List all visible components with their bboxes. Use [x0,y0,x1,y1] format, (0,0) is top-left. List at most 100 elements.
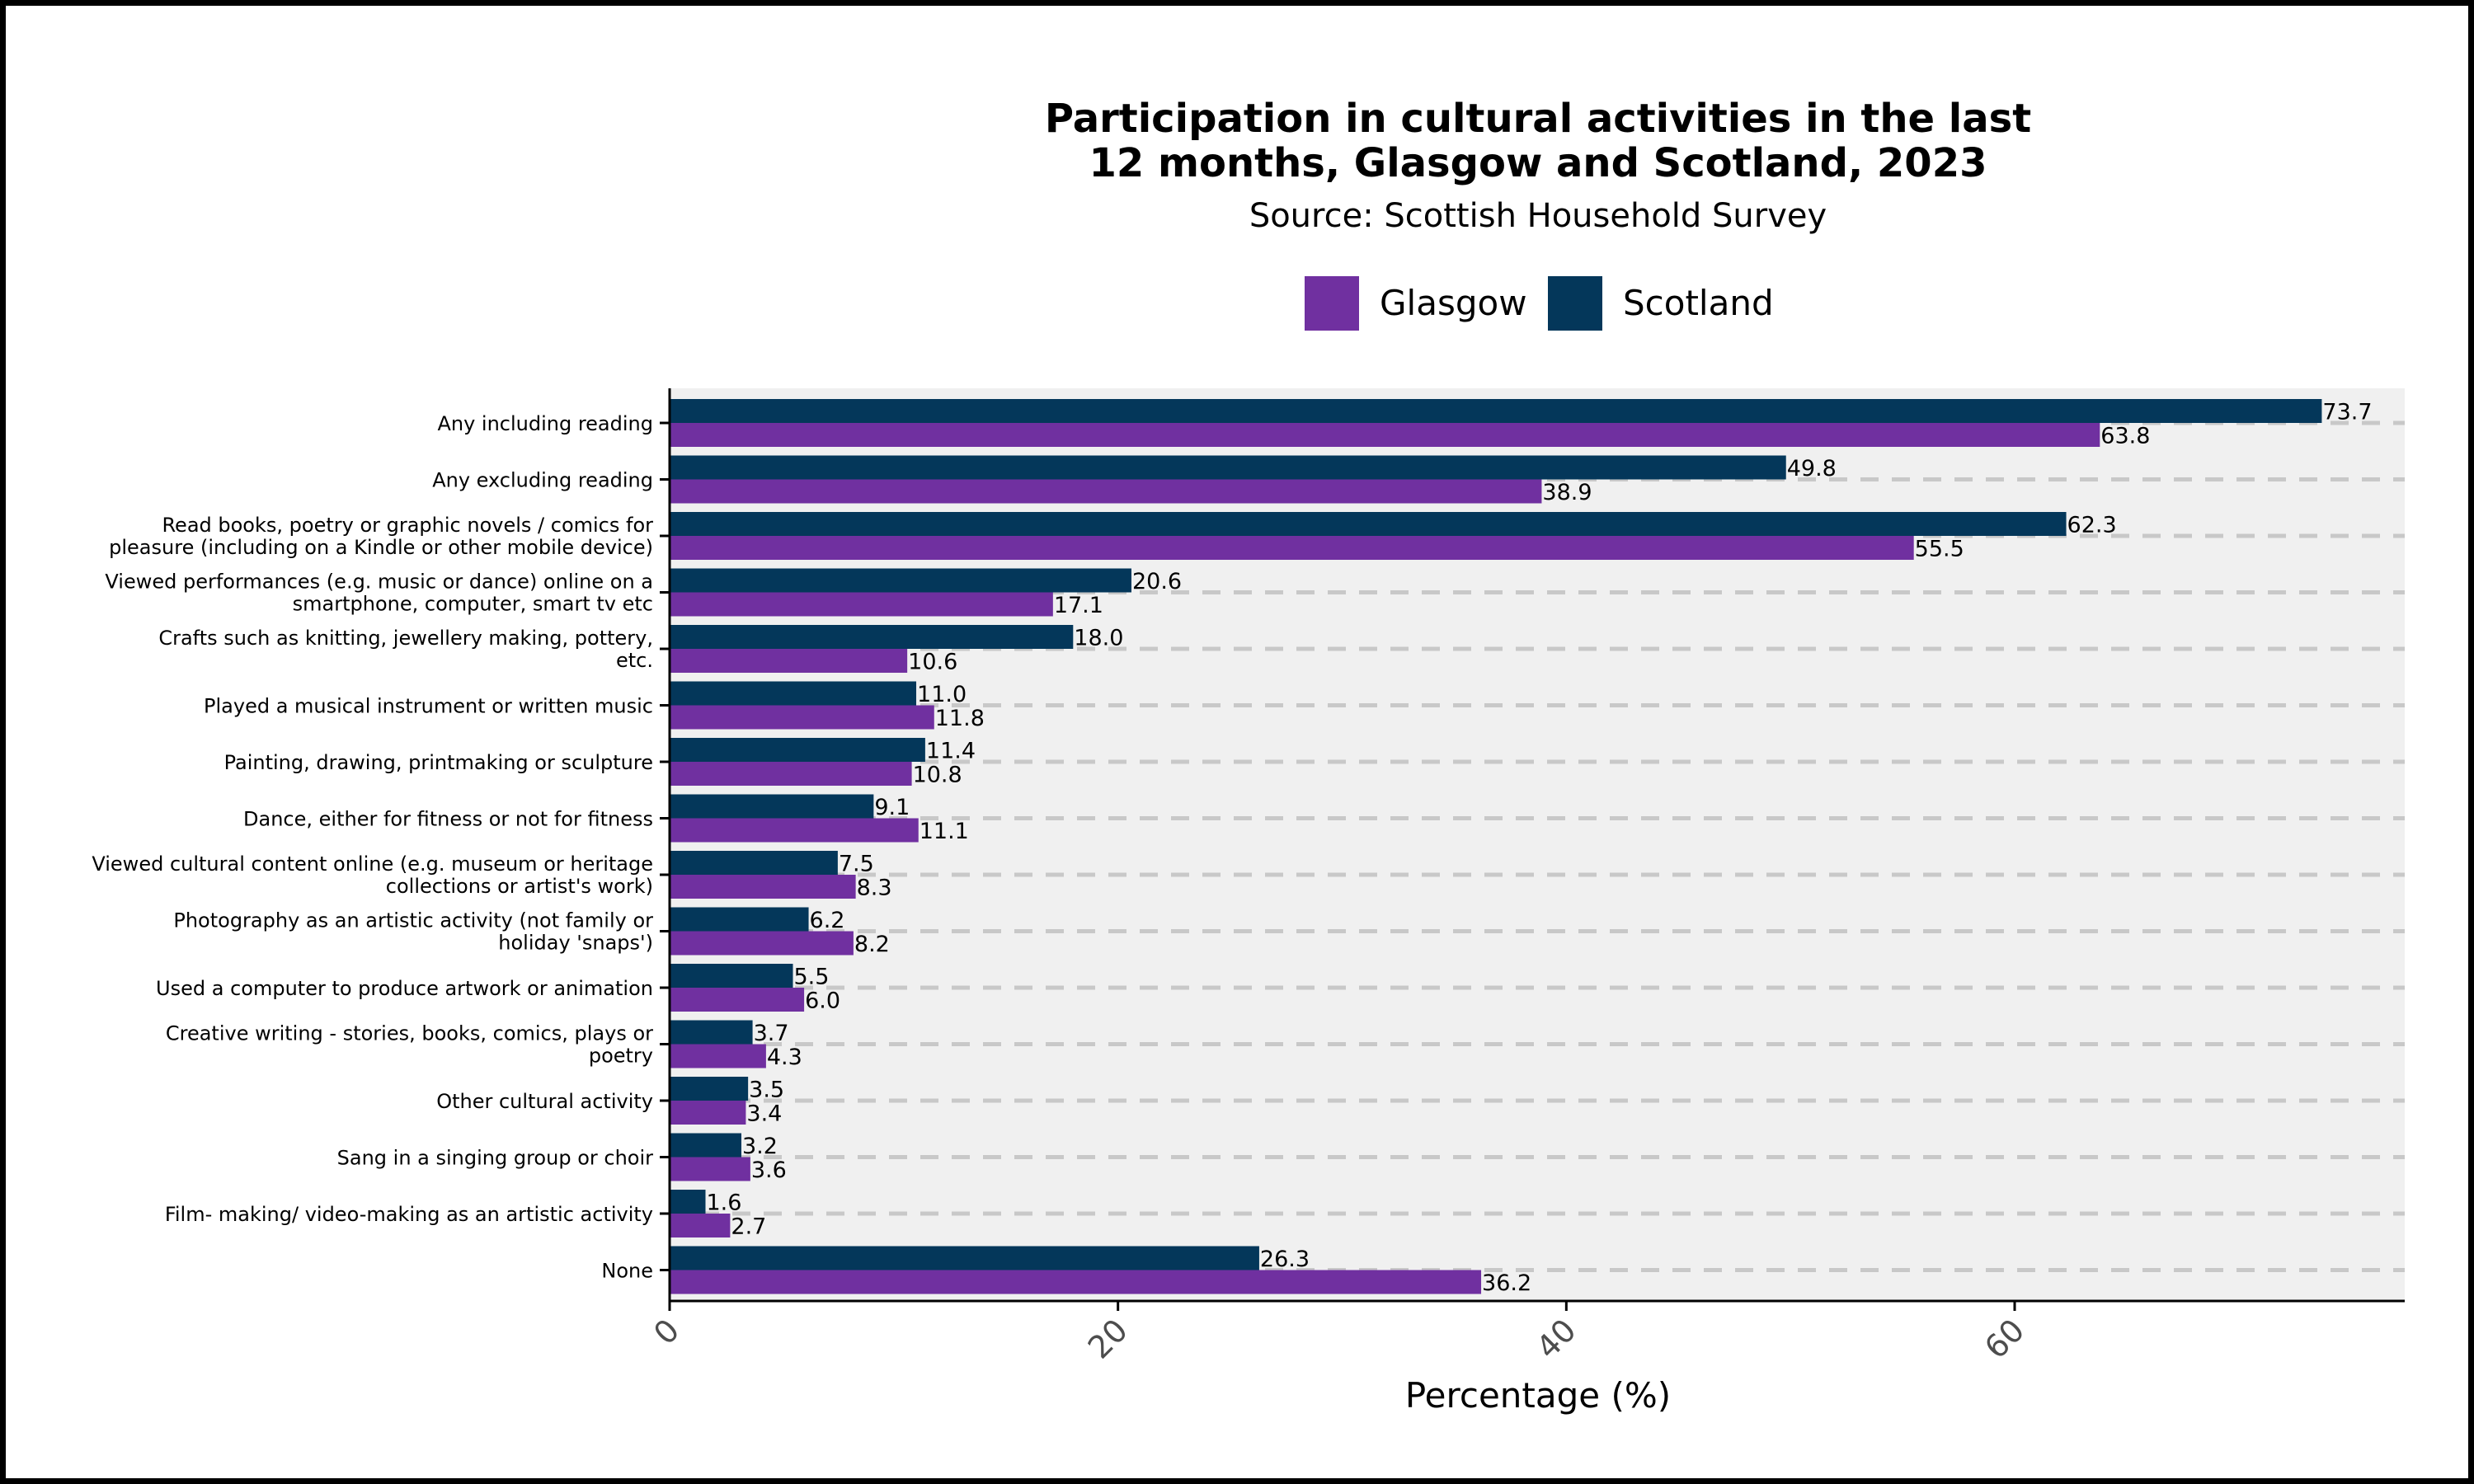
value-label-glasgow: 8.2 [854,932,890,957]
value-label-glasgow: 63.8 [2100,424,2150,449]
bars [670,399,2322,1294]
value-label-glasgow: 11.8 [935,706,985,731]
bar-glasgow [670,536,1914,560]
bar-glasgow [670,818,919,843]
chart-title-line-2: 12 months, Glasgow and Scotland, 2023 [1089,140,1987,186]
legend: Glasgow Scotland [1305,276,1774,331]
value-label-scotland: 20.6 [1132,569,1182,594]
bar-scotland [670,1077,749,1101]
category-label: holiday 'snaps') [498,932,653,955]
value-label-glasgow: 8.3 [857,876,892,901]
category-label: Viewed performances (e.g. music or dance… [105,571,653,594]
bar-glasgow [670,592,1053,617]
legend-swatch-glasgow [1305,276,1359,331]
category-label: Dance, either for fitness or not for fit… [243,808,653,831]
category-label: pleasure (including on a Kindle or other… [109,536,653,559]
bar-glasgow [670,479,1542,504]
bar-scotland [670,681,917,706]
value-label-scotland: 3.2 [742,1134,778,1159]
value-labels: 73.7 63.8 49.8 38.9 62.3 55.5 20.6 17.1 18.0 10.6… [706,400,2372,1297]
category-label: smartphone, computer, smart tv etc [293,593,653,616]
category-label: collections or artist's work) [386,875,653,898]
bar-scotland [670,455,1786,480]
bar-glasgow [670,1157,750,1181]
category-label: Viewed cultural content online (e.g. mus… [92,852,653,876]
category-label: Crafts such as knitting, jewellery makin… [158,627,653,650]
x-tick-label: 40 [1529,1312,1583,1365]
bar-scotland [670,1020,753,1045]
bar-scotland [670,1190,706,1214]
value-label-scotland: 62.3 [2067,513,2117,538]
legend-label-glasgow: Glasgow [1380,283,1527,323]
value-label-scotland: 11.0 [917,682,967,707]
value-label-glasgow: 10.6 [908,650,957,675]
category-labels: Any including reading Any excluding readi… [92,412,653,1283]
category-label: Used a computer to produce artwork or an… [156,977,653,1000]
value-label-glasgow: 11.1 [920,819,969,844]
axes [660,388,2405,1303]
bar-glasgow [670,1214,731,1237]
bar-scotland [670,1246,1259,1270]
value-label-glasgow: 55.5 [1915,537,1964,562]
category-label: poetry [589,1045,653,1068]
value-label-glasgow: 36.2 [1482,1270,1531,1296]
chart-subtitle: Source: Scottish Household Survey [1249,197,1827,235]
category-label: Sang in a singing group or choir [337,1147,653,1170]
category-label: Any including reading [437,412,653,435]
x-tick-label: 20 [1081,1312,1135,1365]
x-axis-title: Percentage (%) [1405,1375,1671,1416]
bar-scotland [670,512,2067,536]
value-label-glasgow: 10.8 [913,763,962,788]
bar-scotland [670,794,874,819]
legend-swatch-scotland [1548,276,1602,331]
value-label-scotland: 26.3 [1260,1247,1310,1272]
value-label-glasgow: 3.4 [746,1101,782,1127]
value-label-scotland: 5.5 [794,965,830,990]
bar-scotland [670,851,838,875]
category-label: Painting, drawing, printmaking or sculpt… [224,751,653,774]
bar-scotland [670,1133,741,1158]
value-label-glasgow: 6.0 [805,989,840,1014]
x-ticks: 0 20 40 60 [647,1301,2031,1366]
value-label-scotland: 49.8 [1787,456,1837,481]
bar-scotland [670,568,1131,593]
category-label: Creative writing - stories, books, comic… [166,1022,653,1045]
value-label-scotland: 6.2 [810,908,845,933]
value-label-scotland: 3.5 [749,1078,784,1103]
legend-label-scotland: Scotland [1623,283,1774,323]
bar-glasgow [670,1101,746,1125]
bar-scotland [670,738,925,762]
bar-glasgow [670,1270,1482,1294]
category-label: Other cultural activity [436,1090,653,1113]
category-label: Photography as an artistic activity (not… [173,909,653,932]
value-label-scotland: 7.5 [839,852,874,877]
bar-glasgow [670,988,805,1012]
bar-scotland [670,399,2322,423]
bar-glasgow [670,875,856,899]
value-label-scotland: 18.0 [1074,626,1123,651]
category-label: Any excluding reading [432,469,653,492]
value-label-glasgow: 3.6 [751,1158,787,1183]
bar-glasgow [670,705,934,730]
value-label-scotland: 3.7 [754,1021,789,1046]
value-label-scotland: 11.4 [926,739,976,764]
bar-scotland [670,625,1074,649]
bar-glasgow [670,931,854,956]
value-label-scotland: 9.1 [874,795,910,820]
category-label: Film- making/ video-making as an artisti… [165,1203,653,1226]
x-tick-label: 60 [1978,1312,2031,1365]
category-label: Read books, poetry or graphic novels / c… [162,514,653,537]
bar-glasgow [670,1044,766,1068]
bar-scotland [670,964,793,988]
bar-glasgow [670,423,2100,447]
bar-glasgow [670,649,908,673]
value-label-glasgow: 38.9 [1542,480,1592,505]
value-label-glasgow: 2.7 [731,1214,766,1240]
value-label-scotland: 73.7 [2322,400,2372,425]
category-label: None [601,1260,653,1283]
value-label-glasgow: 17.1 [1054,593,1103,618]
x-tick-label: 0 [647,1312,686,1351]
value-label-scotland: 1.6 [706,1190,741,1216]
category-label: etc. [616,649,653,672]
